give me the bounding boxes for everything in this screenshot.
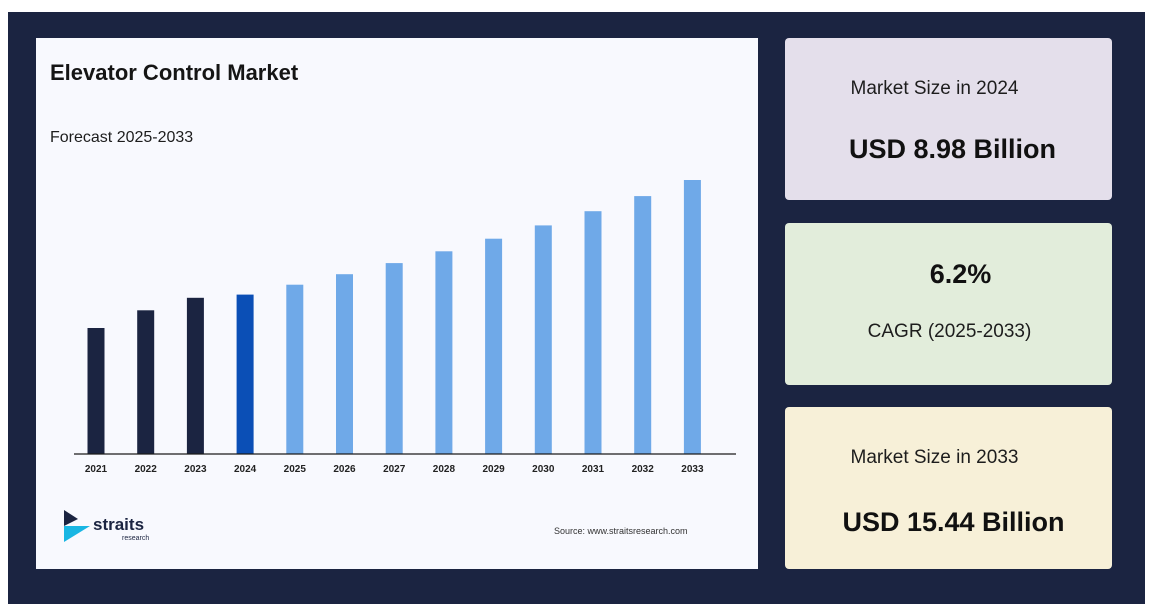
bar-2025	[286, 284, 304, 454]
x-tick-label-2027: 2027	[383, 464, 406, 475]
market-size-2024-card: Market Size in 2024 USD 8.98 Billion	[785, 38, 1112, 200]
bar-2026	[336, 274, 353, 454]
chart-title: Elevator Control Market	[50, 60, 299, 85]
x-tick-label-2023: 2023	[184, 464, 207, 475]
x-tick-label-2024: 2024	[234, 464, 257, 475]
x-tick-label-2032: 2032	[632, 464, 655, 475]
chart-panel: Elevator Control Market Forecast 2025-20…	[36, 38, 758, 569]
chart-subtitle: Forecast 2025-2033	[50, 129, 194, 146]
bar-chart: 2021 2022 2023 2024 2025 2026 2027 2028 2029 2030…	[74, 180, 736, 475]
logo-text: straits	[93, 515, 145, 534]
x-tick-label-2021: 2021	[85, 464, 108, 475]
straits-logo-icon	[64, 510, 90, 542]
x-tick-label-2025: 2025	[284, 464, 307, 475]
x-tick-label-2026: 2026	[333, 464, 356, 475]
market-size-2024-label: Market Size in 2024	[850, 78, 1019, 99]
market-size-2033-label: Market Size in 2033	[850, 447, 1019, 468]
bar-2024	[236, 294, 254, 454]
cagr-value: 6.2%	[929, 259, 992, 289]
market-size-2033-card: Market Size in 2033 USD 15.44 Billion	[785, 407, 1112, 569]
bar-2031	[584, 211, 602, 454]
bar-2029	[485, 238, 503, 454]
logo-subtext: research	[122, 535, 150, 542]
x-tick-label-2030: 2030	[532, 464, 555, 475]
bar-2032	[634, 196, 652, 454]
bar-2022	[137, 310, 155, 454]
bar-2021	[87, 328, 105, 454]
x-tick-label-2029: 2029	[482, 464, 505, 475]
bar-2027	[385, 263, 403, 454]
x-tick-label-2033: 2033	[681, 464, 704, 475]
bar-2033	[683, 180, 701, 454]
cagr-label: CAGR (2025-2033)	[867, 321, 1032, 342]
bar-2023	[186, 297, 204, 454]
x-tick-label-2022: 2022	[135, 464, 158, 475]
market-size-2024-value: USD 8.98 Billion	[848, 134, 1057, 164]
x-tick-label-2031: 2031	[582, 464, 605, 475]
market-size-2033-value: USD 15.44 Billion	[842, 507, 1065, 537]
bar-2030	[534, 225, 552, 454]
x-tick-label-2028: 2028	[433, 464, 456, 475]
source-text: Source: www.straitsresearch.com	[554, 526, 688, 536]
bar-2028	[435, 251, 453, 454]
cagr-card: 6.2% CAGR (2025-2033)	[785, 223, 1112, 385]
